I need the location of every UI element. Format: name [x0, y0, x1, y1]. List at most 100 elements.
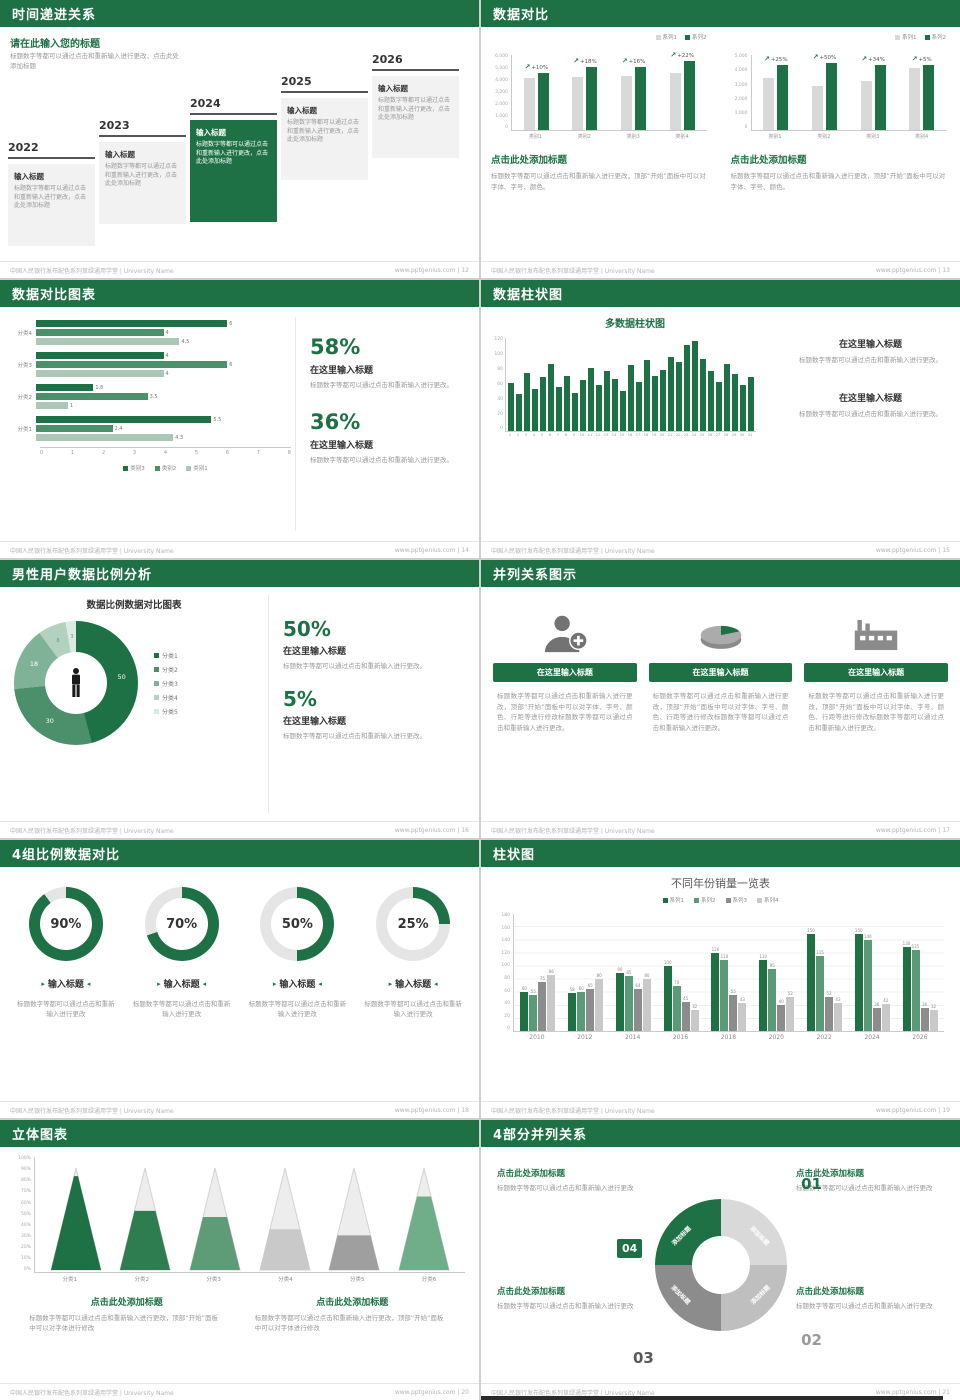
slide-thumbnail-14[interactable]: 数据对比图表 分类4 6 4 4.5 分类3 4 6 4 分类2 1.8 3.5 1 分类1 5.5 2.4… [0, 280, 479, 558]
slide-title: 并列关系图示 [493, 568, 578, 583]
slide-footer: 中国人民银行发布配色系列草绿通用学堂 | University Name www.… [0, 261, 479, 278]
bar: 80 [642, 973, 651, 1031]
value-label: 60 [578, 986, 584, 992]
hbar-line: 4.3 [36, 433, 291, 442]
legend-label: 类别2 [161, 466, 177, 472]
footer-left-text: 中国人民银行发布配色系列草绿通用学堂 | University Name [491, 827, 655, 835]
series2-bar [825, 63, 837, 130]
value-label: 32 [692, 1004, 698, 1010]
footer-right-text: www.pptgenius.com | 18 [394, 1106, 469, 1114]
stat-block: 5% 在这里输入标题 标题数字等都可以通过点击和重新输入进行更改。 [283, 687, 465, 741]
slide-thumbnail-15[interactable]: 数据柱状图 多数据柱状图 120 100 80 60 40 20 0 1 2 3 4 5 6 7 8 9 10… [481, 280, 960, 558]
slide-thumbnail-17[interactable]: 并列关系图示 在这里输入标题 标题数字等都可以通过点击和重新输入进行更改 [481, 560, 960, 838]
right-triangle-icon: ▸ [157, 979, 161, 988]
value-label: 4 [165, 329, 169, 336]
bar: 85 [624, 970, 633, 1031]
y-axis-tick: 6,000 [495, 54, 508, 59]
bar-group: ↗+50% [804, 53, 844, 130]
legend-swatch [123, 465, 129, 471]
value-label: 110 [720, 953, 729, 959]
x-axis-label: 2012 [577, 1034, 593, 1041]
slide-footer: 中国人民银行发布配色系列草绿通用学堂 | University Name www.… [481, 821, 960, 838]
slide-thumbnail-20[interactable]: 立体图表 100% 90% 80% 70% 60% 50% 40% 30% 20% 10% 0% 分… [0, 1120, 479, 1400]
ring-percent: 50% [271, 898, 324, 950]
bar [732, 374, 738, 431]
cone-shape [398, 1167, 450, 1271]
slide-footer: 中国人民银行发布配色系列草绿通用学堂 | University Name www.… [0, 1383, 479, 1400]
stats-panel: 50% 在这里输入标题 标题数字等都可以通过点击和重新输入进行更改。 5% 在这… [268, 595, 479, 813]
slide-thumbnail-16[interactable]: 男性用户数据比例分析 数据比例数据对比图表 [0, 560, 479, 838]
slide-thumbnail-21[interactable]: 4部分并列关系 点击此处添加标题 标题数字等都可以通过点击和重新输入进行更改 点… [481, 1120, 960, 1400]
bar: 140 [863, 934, 872, 1031]
x-axis-label: 分类3 [206, 1277, 221, 1283]
bar: 65 [586, 983, 595, 1031]
bar [716, 381, 722, 431]
x-axis-tick: 6 [225, 450, 229, 456]
bar-group: 120 110 55 43 [711, 914, 747, 1031]
series2-bar [537, 73, 549, 130]
bar-group: 100 70 45 32 [663, 914, 699, 1031]
timeline-item: 2022 输入标题 标题数字等都可以通过点击和重新输入进行更改，点击此处添加标题 [8, 141, 95, 246]
slide-title: 男性用户数据比例分析 [12, 568, 153, 583]
legend-label: 类别3 [130, 466, 145, 472]
bar: 70 [672, 980, 681, 1031]
x-axis-tick: 4 [163, 450, 168, 456]
y-axis-tick: 5,000 [495, 65, 508, 71]
chart-legend: 系列1 系列2 系列3 系列4 [497, 896, 944, 904]
x-axis-tick: 0 [40, 450, 44, 456]
slide-body: 多数据柱状图 120 100 80 60 40 20 0 1 2 3 4 5 6 7 8 9 10 11 12 13… [481, 307, 960, 541]
slide-thumbnail-18[interactable]: 4组比例数据对比 90% ▸ 输入标题 ◂ 标题数字等都可以通过点击和重新输入进行更… [0, 840, 479, 1118]
x-axis-label: 7 [556, 433, 560, 437]
value-label: 150 [807, 927, 815, 933]
value-label: 140 [863, 934, 872, 939]
value-label: 58 [569, 987, 575, 993]
legend-swatch [154, 652, 159, 658]
footer-right-text: www.pptgenius.com | 13 [875, 266, 950, 274]
y-axis-tick: 2,000 [495, 101, 508, 107]
x-axis-label: 2016 [672, 1034, 689, 1041]
bar [676, 362, 682, 431]
y-axis: 180 160 140 120 100 80 60 40 20 0 [497, 913, 513, 1032]
stat-title: 在这里输入标题 [283, 717, 347, 728]
bar: 110 [720, 954, 729, 1031]
x-axis-label: 2022 [816, 1034, 832, 1041]
column-title-bar: 在这里输入标题 [648, 663, 793, 682]
hbar-line: 3.5 [36, 392, 291, 401]
y-axis-tick: 1,000 [495, 113, 508, 119]
left-triangle-icon: ◂ [434, 979, 438, 988]
panel-row: 数据比例数据对比图表 50 30 18 8 3 [0, 587, 479, 821]
x-axis-tick: 1 [70, 450, 75, 456]
hbar [36, 425, 113, 432]
column-row: 90% ▸ 输入标题 ◂ 标题数字等都可以通过点击和重新输入进行更改 70% ▸ 输入… [0, 867, 479, 1101]
slide-title: 柱状图 [493, 848, 536, 863]
y-axis-tick: 100 [494, 351, 503, 357]
x-axis-label: 类别4 [675, 134, 689, 140]
percent-text: +25% [770, 56, 788, 63]
bar: 32 [929, 1004, 938, 1031]
bar [700, 358, 706, 431]
slide-header-bar: 并列关系图示 [481, 560, 960, 587]
slide-thumbnail-13[interactable]: 数据对比 系列1 系列2 6,000 5,000 4,000 3,000 2,000 1,… [481, 0, 960, 278]
x-axis-labels: 类别1 类别2 类别3 类别4 [511, 133, 707, 140]
hbar [36, 320, 228, 327]
x-axis-label: 分类5 [349, 1277, 365, 1283]
slide-thumbnail-12[interactable]: 时间递进关系 请在此输入您的标题 标题数字等都可以通过点击和重新输入进行更改，点… [0, 0, 479, 278]
slide-thumbnail-19[interactable]: 柱状图 不同年份销量一览表 系列1 系列2 系列3 系列4 180 160 140 120 1… [481, 840, 960, 1118]
legend-item: 分类3 [154, 679, 178, 688]
stats-panel: 58% 在这里输入标题 标题数字等都可以通过点击和重新输入进行更改。 36% 在… [295, 317, 479, 531]
x-axis-label: 分类2 [134, 1277, 149, 1283]
footer-left-text: 中国人民银行发布配色系列草绿通用学堂 | University Name [491, 267, 655, 275]
value-label: 80 [644, 973, 650, 978]
bar [724, 363, 730, 431]
percent-label: ↗+25% [764, 55, 788, 63]
bar-group: ↗+5% [902, 55, 942, 130]
slide-header-bar: 数据对比图表 [0, 280, 479, 307]
chart-title: 数据比例数据对比图表 [86, 600, 182, 611]
stat-body: 标题数字等都可以通过点击和重新输入进行更改。 [283, 732, 426, 741]
timeline-year: 2025 [281, 75, 368, 93]
x-axis-label: 2026 [912, 1034, 928, 1041]
series2-bar [874, 64, 886, 130]
stat-body: 标题数字等都可以通过点击和重新输入进行更改。 [310, 456, 453, 465]
legend-swatch [694, 897, 699, 903]
series2-bar [777, 64, 789, 130]
